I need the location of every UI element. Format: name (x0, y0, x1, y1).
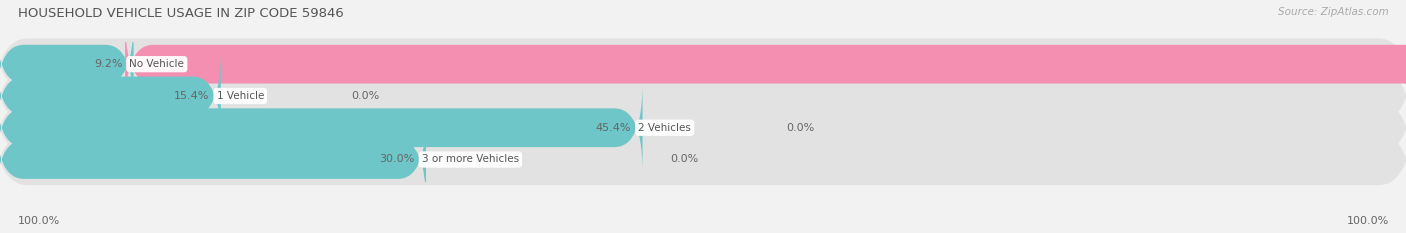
Text: 100.0%: 100.0% (18, 216, 60, 226)
Text: Source: ZipAtlas.com: Source: ZipAtlas.com (1278, 7, 1389, 17)
FancyBboxPatch shape (0, 106, 1406, 213)
FancyBboxPatch shape (0, 42, 1406, 150)
Text: No Vehicle: No Vehicle (129, 59, 184, 69)
Text: 0.0%: 0.0% (671, 154, 699, 164)
Text: 9.2%: 9.2% (94, 59, 122, 69)
Text: 0.0%: 0.0% (352, 91, 380, 101)
FancyBboxPatch shape (125, 20, 1406, 108)
Text: 1 Vehicle: 1 Vehicle (217, 91, 264, 101)
Text: 15.4%: 15.4% (174, 91, 209, 101)
Text: 100.0%: 100.0% (1347, 216, 1389, 226)
FancyBboxPatch shape (0, 20, 134, 108)
Text: 2 Vehicles: 2 Vehicles (638, 123, 692, 133)
Text: HOUSEHOLD VEHICLE USAGE IN ZIP CODE 59846: HOUSEHOLD VEHICLE USAGE IN ZIP CODE 5984… (18, 7, 344, 20)
Text: 30.0%: 30.0% (380, 154, 415, 164)
Text: 45.4%: 45.4% (596, 123, 631, 133)
FancyBboxPatch shape (0, 52, 221, 140)
FancyBboxPatch shape (0, 115, 426, 204)
FancyBboxPatch shape (0, 84, 643, 172)
Text: 3 or more Vehicles: 3 or more Vehicles (422, 154, 519, 164)
FancyBboxPatch shape (0, 10, 1406, 118)
FancyBboxPatch shape (0, 74, 1406, 182)
Text: 0.0%: 0.0% (786, 123, 814, 133)
